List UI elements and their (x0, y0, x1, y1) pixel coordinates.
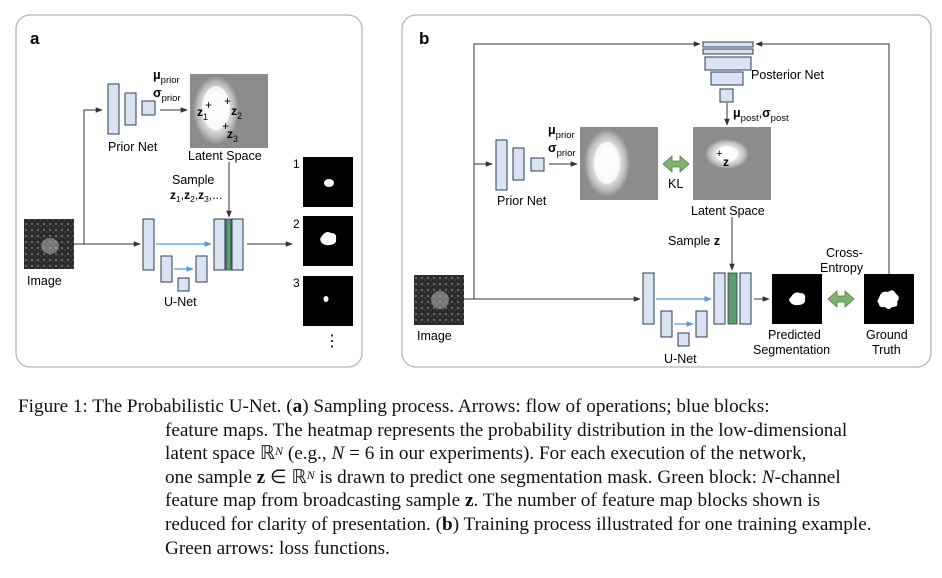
caption-line-6: reduced for clarity of presentation. (b)… (165, 513, 872, 535)
green-block-b (727, 272, 738, 325)
unet-label-b: U-Net (664, 352, 697, 366)
predicted-label-1: Predicted (768, 328, 821, 342)
unet-b-dec-2 (695, 310, 708, 338)
image-to-prior-arrow-b (473, 161, 493, 299)
sigma-prior-a: σprior (153, 86, 181, 104)
prior-net-a-label: Prior Net (108, 140, 158, 154)
latent-heatmap-a (190, 74, 268, 148)
z-label-b: z (723, 155, 729, 169)
posterior-heatmap-b (693, 127, 771, 200)
output-number-2: 2 (293, 217, 300, 231)
caption-line-3: latent space ℝN (e.g., N = 6 in our expe… (165, 443, 807, 465)
prior-net-b-block-1 (495, 139, 508, 191)
z3-marker-a: + (222, 119, 229, 133)
green-block-a (225, 218, 232, 271)
unet-b-enc-2 (660, 310, 673, 338)
ground-truth-label-2: Truth (872, 343, 901, 357)
image-to-prior-arrow-a (74, 107, 103, 245)
z2-a: z2 (231, 104, 242, 121)
prior-net-b-label: Prior Net (497, 194, 547, 208)
ground-truth-to-posterior-arrow (755, 41, 890, 274)
cross-entropy-label-2: Entropy (820, 261, 864, 275)
posterior-net-block-3 (704, 56, 752, 71)
prior-net-b-block-3 (530, 157, 545, 172)
unet-a-dec-1a (213, 218, 226, 271)
panel-a: a Prior Net μprior σprior z1 + + z2 + z3… (15, 14, 363, 368)
sample-zs-a: z1,z2,z3,... (170, 188, 222, 204)
prior-net-a-block-3 (141, 100, 156, 116)
unet-label-a: U-Net (164, 295, 197, 309)
posterior-net-block-2 (702, 48, 754, 55)
z3-a: z3 (227, 127, 238, 144)
output-number-3: 3 (293, 276, 300, 290)
panel-a-frame (15, 14, 363, 368)
cross-entropy-loss-arrow (827, 290, 855, 308)
image-label-a: Image (27, 274, 62, 288)
posterior-net-block-1 (702, 41, 754, 48)
kl-label: KL (668, 177, 683, 191)
unet-b-bottleneck (677, 332, 690, 347)
unet-a-bottleneck (177, 277, 190, 292)
prior-net-b-block-2 (512, 147, 525, 181)
figure-caption: Figure 1: The Probabilistic U-Net. (a) S… (18, 395, 928, 560)
unet-a-dec-2 (195, 255, 208, 283)
caption-line-5: feature map from broadcasting sample z. … (165, 490, 821, 512)
panel-b: b Posterior Net μpost,σpost Prior Net μp… (401, 14, 932, 368)
z1-a: z1 (197, 105, 208, 122)
unet-a-enc-2 (160, 255, 173, 283)
unet-a-dec-1b (231, 218, 244, 271)
unet-b-dec-1a (713, 272, 726, 325)
posterior-net (702, 41, 754, 103)
cross-entropy-label-1: Cross- (826, 246, 863, 260)
kl-loss-arrow (662, 155, 690, 173)
prior-net-b (495, 139, 545, 191)
prior-net-a-block-1 (107, 83, 120, 135)
unet-b-enc-1 (642, 272, 655, 325)
z2-marker-a: + (224, 94, 231, 108)
z1-marker-a: + (205, 98, 212, 112)
ground-truth-label-1: Ground (866, 328, 908, 342)
image-label-b: Image (417, 329, 452, 343)
posterior-net-block-4 (710, 71, 744, 86)
unet-b-dec-1b (739, 272, 752, 325)
caption-line-1: Figure 1: The Probabilistic U-Net. (a) S… (18, 396, 770, 417)
posterior-net-label: Posterior Net (751, 68, 824, 82)
unet-a (142, 218, 244, 292)
posterior-net-block-5 (719, 88, 734, 103)
prior-net-a (107, 83, 156, 135)
unet-a-enc-1 (142, 218, 155, 271)
z-marker-b: + (716, 148, 722, 160)
latent-space-label-a: Latent Space (188, 149, 262, 163)
caption-line-7: Green arrows: loss functions. (165, 537, 390, 559)
more-outputs-dots: ⋮ (324, 333, 340, 350)
mu-prior-b: μprior (548, 123, 575, 141)
sample-label-b: Sample z (668, 234, 720, 248)
latent-space-label-b: Latent Space (691, 204, 765, 218)
predicted-label-2: Segmentation (753, 343, 830, 357)
panel-a-letter: a (30, 29, 40, 48)
output-number-1: 1 (293, 157, 300, 171)
unet-b (642, 272, 752, 347)
prior-heatmap-b (580, 127, 658, 200)
caption-line-2: feature maps. The heatmap represents the… (165, 419, 848, 441)
sigma-prior-b: σprior (548, 141, 576, 159)
mu-sigma-post: μpost,σpost (733, 106, 789, 124)
sample-label-a: Sample (172, 173, 214, 187)
mu-prior-a: μprior (153, 68, 180, 86)
panel-b-letter: b (419, 29, 429, 48)
prior-net-a-block-2 (124, 92, 137, 126)
output-mask-3 (303, 276, 353, 326)
caption-line-4: one sample z ∈ ℝN is drawn to predict on… (165, 466, 841, 488)
